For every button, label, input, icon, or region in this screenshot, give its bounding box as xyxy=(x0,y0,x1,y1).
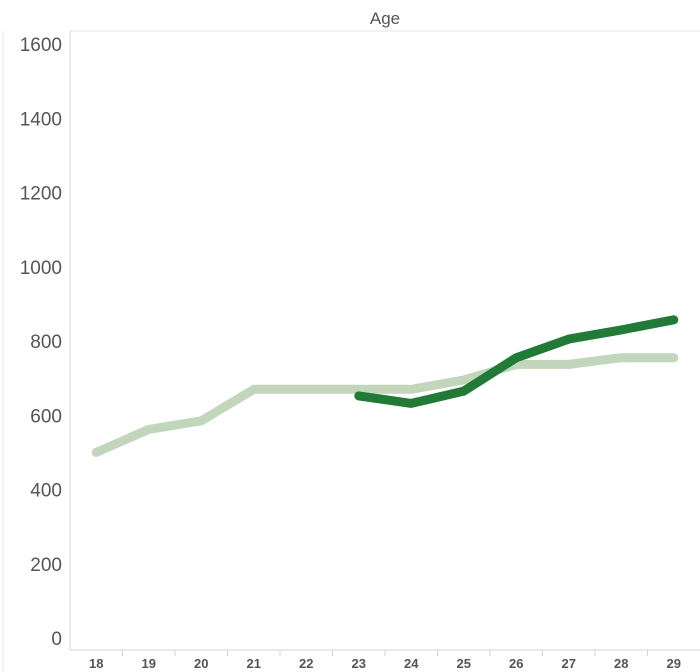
x-axis-ticks: 18 19 20 21 22 23 24 25 26 27 28 29 xyxy=(89,650,681,671)
x-tick-label: 29 xyxy=(667,656,681,671)
series-line-2 xyxy=(354,315,679,408)
x-tick-label: 26 xyxy=(509,656,523,671)
y-tick-label: 400 xyxy=(30,481,62,502)
x-tick-label: 20 xyxy=(194,656,208,671)
x-tick-label: 19 xyxy=(142,656,156,671)
x-tick-label: 23 xyxy=(352,656,366,671)
y-axis-ticks: 0 200 400 600 800 1000 1200 1400 1600 xyxy=(20,35,62,650)
y-tick-label: 1000 xyxy=(20,258,62,279)
x-tick-label: 25 xyxy=(457,656,471,671)
y-tick-label: 0 xyxy=(51,629,62,650)
series-layer xyxy=(91,315,679,457)
x-tick-label: 22 xyxy=(299,656,313,671)
y-tick-label: 1600 xyxy=(20,35,62,56)
x-tick-label: 21 xyxy=(247,656,261,671)
y-tick-label: 600 xyxy=(30,406,62,427)
series-line-1 xyxy=(91,353,679,457)
x-tick-label: 28 xyxy=(614,656,628,671)
y-tick-label: 1400 xyxy=(20,109,62,130)
plot-frame xyxy=(2,30,700,672)
x-tick-label: 24 xyxy=(404,656,419,671)
x-tick-label: 27 xyxy=(562,656,576,671)
y-tick-label: 1200 xyxy=(20,184,62,205)
column-header-age: Age xyxy=(370,9,400,28)
y-tick-label: 800 xyxy=(30,332,62,353)
x-tick-label: 18 xyxy=(89,656,103,671)
y-tick-label: 200 xyxy=(30,555,62,576)
